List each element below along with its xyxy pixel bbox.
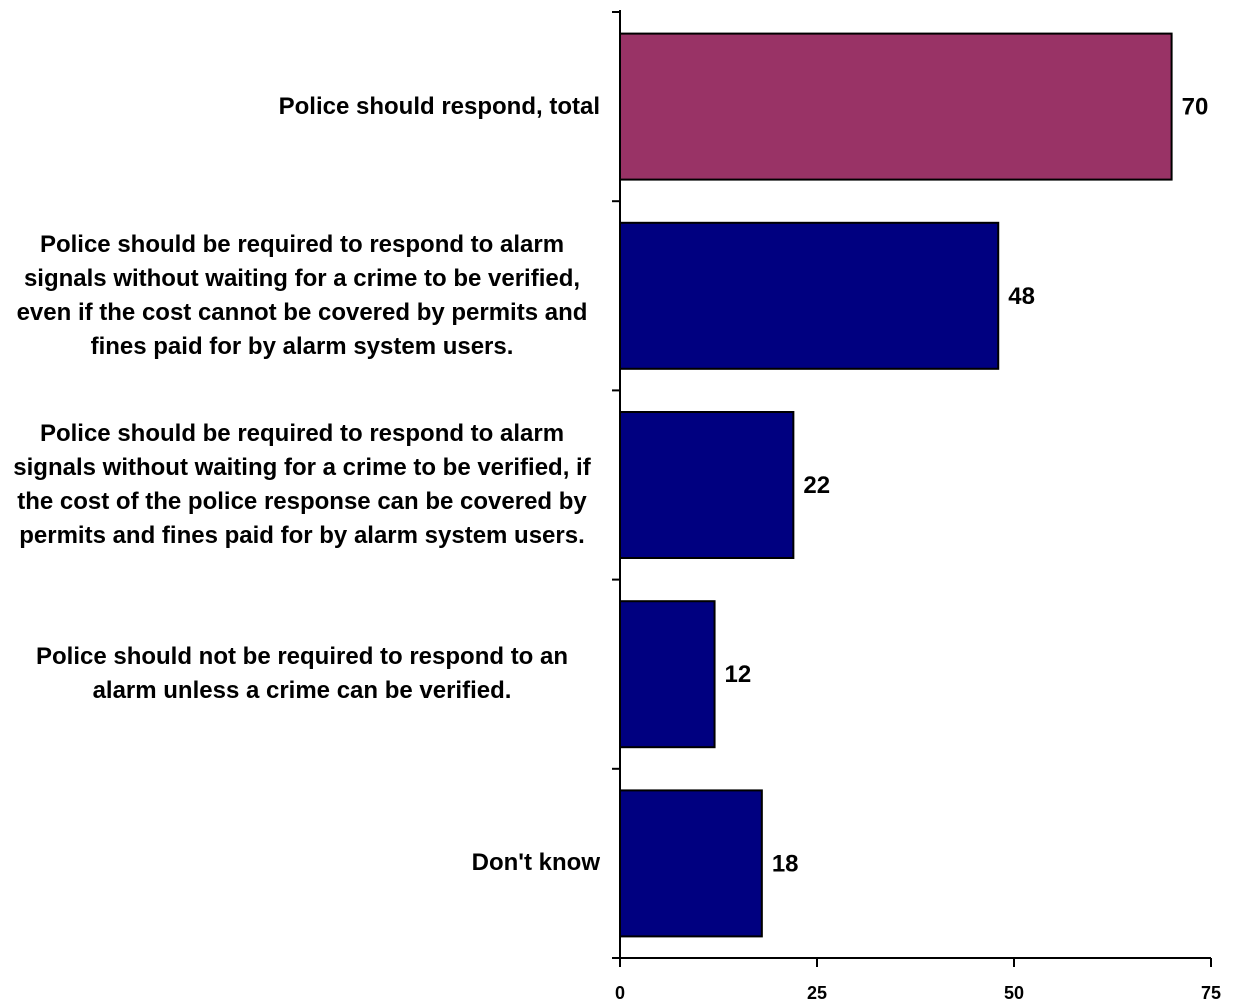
- x-tick-label: 75: [1201, 983, 1221, 1002]
- y-tick-label: Police should be required to respond to …: [16, 230, 588, 360]
- data-label: 12: [725, 661, 752, 688]
- bar: [619, 411, 795, 559]
- x-tick-label: 0: [615, 983, 625, 1002]
- y-tick-label: Police should not be required to respond…: [35, 643, 569, 705]
- data-label: 18: [772, 850, 799, 877]
- bar: [619, 32, 1173, 181]
- data-label: 48: [1008, 283, 1035, 310]
- x-tick-labels: 0 25 50 75: [615, 983, 1221, 1002]
- x-tick-label: 50: [1004, 983, 1024, 1002]
- y-tick-label: Don't know: [471, 849, 600, 877]
- value-labels: 70 48 22 12 18: [725, 94, 1209, 878]
- bar: [619, 600, 716, 749]
- data-label: 70: [1182, 94, 1209, 121]
- y-tick-label: Police should be required to respond to …: [13, 420, 591, 549]
- bar: [619, 789, 763, 938]
- x-tick-label: 25: [807, 983, 827, 1002]
- data-label: 22: [803, 472, 830, 499]
- bar: [619, 221, 1000, 370]
- bars: [619, 32, 1173, 938]
- y-tick-label: Police should respond, total: [278, 92, 600, 120]
